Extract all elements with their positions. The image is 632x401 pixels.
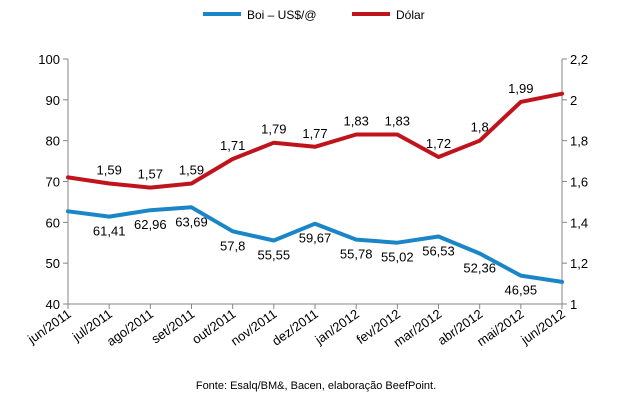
- data-label: 1,57: [138, 167, 163, 182]
- y-left-tick-label: 90: [46, 93, 60, 108]
- data-label: 1,71: [220, 138, 245, 153]
- data-label: 1,99: [508, 81, 533, 96]
- y-left-tick-label: 60: [46, 215, 60, 230]
- y-left-tick-label: 50: [46, 256, 60, 271]
- data-point: [560, 92, 564, 96]
- data-label: 52,36: [463, 261, 496, 276]
- data-point: [107, 215, 111, 219]
- data-point: [231, 157, 235, 161]
- data-label: 63,69: [175, 214, 208, 229]
- data-point: [519, 100, 523, 104]
- y-left-tick-label: 80: [46, 134, 60, 149]
- data-point: [148, 208, 152, 212]
- y-right-tick-label: 1,6: [570, 175, 588, 190]
- data-label: 46,95: [505, 283, 538, 298]
- data-point: [560, 280, 564, 284]
- data-label: 1,83: [385, 114, 410, 129]
- data-point: [148, 186, 152, 190]
- y-right-tick-label: 1: [570, 297, 577, 312]
- data-point: [66, 175, 70, 179]
- data-label: 59,67: [299, 231, 332, 246]
- data-point: [354, 238, 358, 242]
- x-tick-label: jun/2012: [517, 306, 567, 347]
- data-point: [272, 239, 276, 243]
- data-point: [395, 241, 399, 245]
- axes: 40 50 60 70 80 90 100 1 1,2 1,4 1,6 1,8 2 2,2 jun/2011…: [24, 52, 588, 350]
- data-label: 1,59: [179, 163, 204, 178]
- data-label: 55,02: [381, 250, 414, 265]
- data-point: [190, 205, 193, 209]
- data-point: [519, 274, 523, 278]
- data-point: [313, 145, 317, 149]
- data-label: 55,78: [340, 247, 373, 262]
- data-point: [107, 182, 111, 186]
- y-right-tick-label: 1,4: [570, 215, 588, 230]
- series-layer: [66, 91, 564, 284]
- data-point: [478, 139, 482, 143]
- x-tick-label: jun/2011: [24, 306, 73, 347]
- data-label: 1,77: [302, 126, 327, 141]
- data-label: 1,8: [471, 120, 489, 135]
- data-point: [395, 133, 399, 137]
- legend-label-boi: Boi – US$/@: [247, 8, 317, 22]
- data-label: 56,53: [422, 244, 455, 259]
- y-right-tick-label: 2,2: [570, 52, 588, 67]
- data-label: 55,55: [258, 248, 291, 263]
- y-left-tick-label: 70: [46, 175, 60, 190]
- data-point: [272, 141, 276, 145]
- y-left-tick-label: 40: [46, 297, 60, 312]
- x-tick-label: nov/2011: [228, 306, 280, 348]
- x-tick-label: ago/2011: [104, 306, 156, 349]
- data-label: 61,41: [93, 224, 126, 239]
- x-tick-label: mai/2012: [474, 306, 526, 349]
- legend-label-dolar: Dólar: [396, 8, 425, 22]
- data-label: 62,96: [134, 217, 167, 232]
- data-point: [478, 252, 482, 256]
- data-point: [354, 133, 358, 137]
- x-tick-label: dez/2011: [269, 306, 321, 348]
- x-tick-label: set/2011: [149, 306, 198, 346]
- y-right-tick-label: 1,2: [570, 256, 588, 271]
- data-labels: 61,41 62,96 63,69 57,8 55,55 59,67 55,78 55,02 5…: [93, 81, 537, 298]
- source-note: Fonte: Esalq/BM&, Bacen, elaboração Beef…: [196, 380, 436, 392]
- y-left-tick-label: 100: [38, 52, 60, 67]
- data-label: 1,72: [426, 136, 451, 151]
- x-tick-label: jan/2012: [312, 306, 362, 347]
- data-label: 57,8: [220, 238, 245, 253]
- data-point: [190, 182, 193, 186]
- data-point: [313, 222, 317, 226]
- data-point: [437, 235, 440, 239]
- y-right-tick-label: 2: [570, 93, 577, 108]
- data-label: 1,83: [344, 114, 369, 129]
- data-point: [437, 155, 440, 159]
- y-right-tick-label: 1,8: [570, 134, 588, 149]
- data-point: [66, 209, 70, 213]
- data-label: 1,79: [261, 122, 286, 137]
- legend: Boi – US$/@ Dólar: [203, 8, 425, 22]
- data-point: [231, 229, 235, 233]
- data-label: 1,59: [97, 163, 122, 178]
